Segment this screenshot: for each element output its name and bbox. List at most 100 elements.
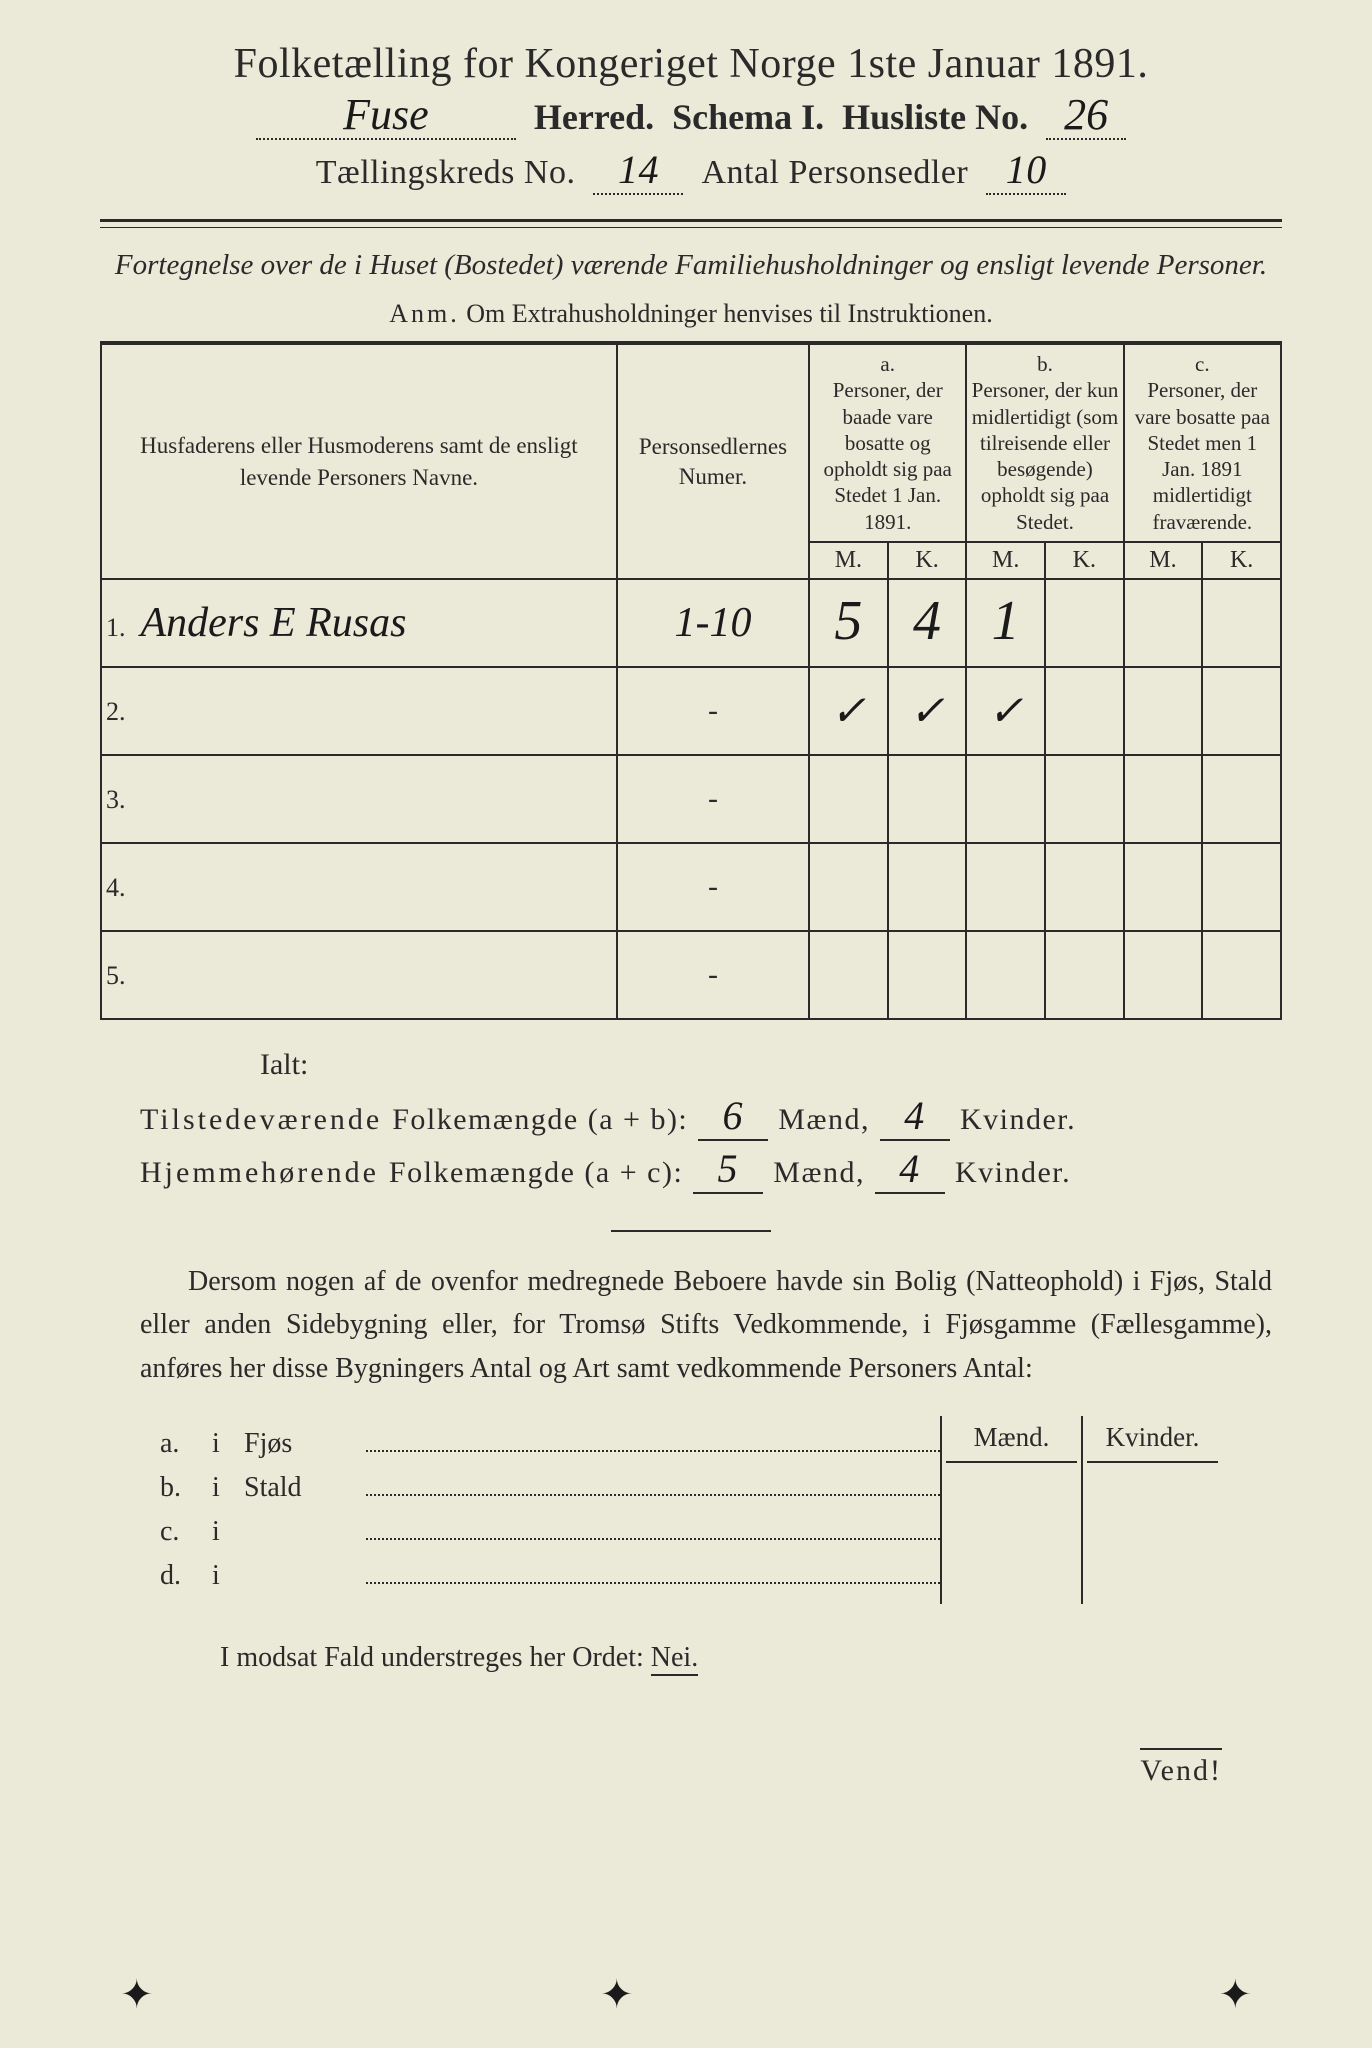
sum-present: Tilstedeværende Folkemængde (a + b): 6 M… — [140, 1092, 1282, 1141]
census-table: Husfaderens eller Husmoderens samt de en… — [100, 343, 1282, 1020]
side-col-maend: Mænd. — [942, 1416, 1083, 1604]
table-row: 1. Anders E Rusas1-10541 — [101, 579, 1281, 667]
cell-name: 5. — [101, 931, 617, 1019]
dotted-line — [366, 1449, 940, 1452]
col-a: a. Personer, der baade vare bosatte og o… — [809, 344, 966, 542]
side-col-kvinder: Kvinder. — [1083, 1416, 1222, 1604]
cell-name: 2. — [101, 667, 617, 755]
dotted-line — [366, 1581, 940, 1584]
pin-icon: ✦ — [120, 1971, 154, 2018]
sum1-m: 6 — [723, 1093, 745, 1138]
subtitle: Fortegnelse over de i Huset (Bostedet) v… — [100, 246, 1282, 285]
sum2-label2: Folkemængde (a + c): — [389, 1156, 683, 1190]
side-rows: a.iFjøs b. i Stald c. i d. i — [160, 1416, 940, 1604]
husliste-value: 26 — [1064, 90, 1108, 139]
col-b-k: K. — [1045, 542, 1124, 579]
cell-a-k — [888, 843, 967, 931]
cell-b-k — [1045, 667, 1124, 755]
cell-c-k — [1202, 843, 1281, 931]
side-row-i: i — [212, 1472, 232, 1504]
herred-value: Fuse — [343, 90, 429, 139]
cell-b-k — [1045, 843, 1124, 931]
cell-name: 4. — [101, 843, 617, 931]
sum1-klbl: Kvinder. — [960, 1103, 1076, 1137]
cell-b-k — [1045, 931, 1124, 1019]
side-row: d. i — [160, 1560, 940, 1592]
final-line: I modsat Fald understreges her Ordet: Ne… — [220, 1642, 1282, 1674]
col-a-k: K. — [888, 542, 967, 579]
col-a-m: M. — [809, 542, 888, 579]
cell-c-m — [1124, 755, 1203, 843]
pin-icon: ✦ — [1218, 1971, 1252, 2018]
sum2-m: 5 — [718, 1146, 740, 1191]
side-row-i: i — [212, 1560, 232, 1592]
vend-label: Vend! — [100, 1754, 1222, 1788]
side-row: a.iFjøs — [160, 1428, 940, 1460]
page-title: Folketælling for Kongeriget Norge 1ste J… — [100, 40, 1282, 88]
sum1-k: 4 — [904, 1093, 926, 1138]
side-row-lab: c. — [160, 1516, 200, 1548]
cell-c-k — [1202, 667, 1281, 755]
sum2-klbl: Kvinder. — [955, 1156, 1071, 1190]
cell-b-m: ✓ — [966, 667, 1045, 755]
sum1-label2: Folkemængde (a + b): — [392, 1103, 688, 1137]
side-row-i: i — [212, 1516, 232, 1548]
cell-name: 3. — [101, 755, 617, 843]
side-row-name: Stald — [244, 1472, 354, 1504]
side-row: b. i Stald — [160, 1472, 940, 1504]
col-numer: Personsedlernes Numer. — [617, 344, 809, 579]
cell-b-m: 1 — [966, 579, 1045, 667]
side-row-name: Fjøs — [244, 1428, 354, 1460]
cell-c-k — [1202, 931, 1281, 1019]
cell-c-k — [1202, 579, 1281, 667]
cell-b-m — [966, 843, 1045, 931]
cell-num: - — [617, 843, 809, 931]
ialt-label: Ialt: — [260, 1048, 1282, 1082]
table-row: 4. - — [101, 843, 1281, 931]
divider-double — [100, 219, 1282, 228]
col-b: b. Personer, der kun midlertidigt (som t… — [966, 344, 1123, 542]
herred-label: Herred. — [534, 96, 654, 138]
schema-label: Schema I. — [672, 96, 824, 138]
col-a-text: Personer, der baade vare bosatte og opho… — [814, 377, 961, 535]
cell-b-k — [1045, 755, 1124, 843]
cell-num: - — [617, 755, 809, 843]
cell-a-m — [809, 843, 888, 931]
side-row-lab: a. — [160, 1428, 200, 1460]
cell-a-k: ✓ — [888, 667, 967, 755]
pin-icon: ✦ — [600, 1971, 634, 2018]
cell-a-k — [888, 755, 967, 843]
cell-b-m — [966, 755, 1045, 843]
col-names: Husfaderens eller Husmoderens samt de en… — [101, 344, 617, 579]
header-line-2: Tællingskreds No. 14 Antal Personsedler … — [100, 146, 1282, 195]
table-row: 3. - — [101, 755, 1281, 843]
col-c: c. Personer, der vare bosatte paa Stedet… — [1124, 344, 1281, 542]
sum2-k: 4 — [899, 1146, 921, 1191]
cell-num: - — [617, 667, 809, 755]
dotted-line — [366, 1493, 940, 1496]
antal-label: Antal Personsedler — [701, 154, 968, 192]
col-c-k: K. — [1202, 542, 1281, 579]
cell-b-k — [1045, 579, 1124, 667]
cell-c-m — [1124, 579, 1203, 667]
cell-num: 1-10 — [617, 579, 809, 667]
side-building-para: Dersom nogen af de ovenfor medregnede Be… — [140, 1260, 1272, 1390]
side-row-lab: b. — [160, 1472, 200, 1504]
side-row: c. i — [160, 1516, 940, 1548]
cell-a-k: 4 — [888, 579, 967, 667]
col-c-m: M. — [1124, 542, 1203, 579]
cell-c-m — [1124, 931, 1203, 1019]
side-row-lab: d. — [160, 1560, 200, 1592]
side-maend-hdr: Mænd. — [946, 1422, 1077, 1463]
sum2-mlbl: Mænd, — [773, 1156, 865, 1190]
col-b-text: Personer, der kun midlertidigt (som tilr… — [971, 377, 1118, 535]
sum1-mlbl: Mænd, — [778, 1103, 870, 1137]
col-b-m: M. — [966, 542, 1045, 579]
cell-name: 1. Anders E Rusas — [101, 579, 617, 667]
cell-a-m: 5 — [809, 579, 888, 667]
col-a-hdr: a. — [814, 351, 961, 377]
sum1-label: Tilstedeværende — [140, 1103, 382, 1137]
cell-b-m — [966, 931, 1045, 1019]
anm-text: Om Extrahusholdninger henvises til Instr… — [466, 299, 992, 328]
final-nei: Nei. — [651, 1642, 698, 1676]
